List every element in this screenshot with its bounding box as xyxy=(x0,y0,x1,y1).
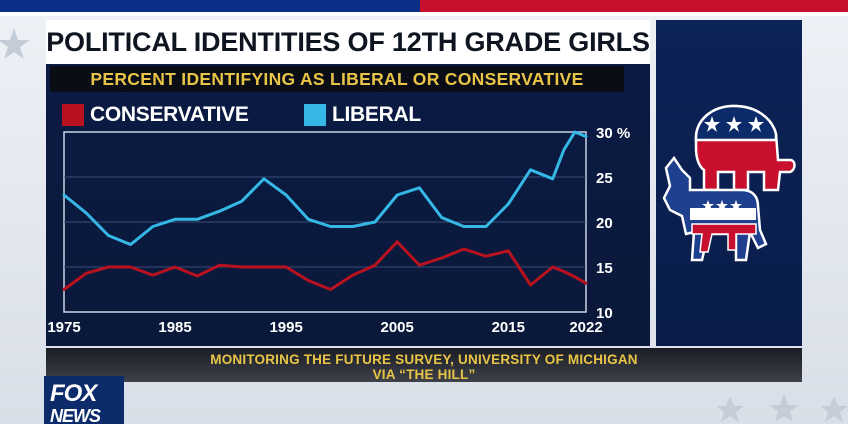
x-tick-label: 2015 xyxy=(492,319,525,336)
y-tick-label: 25 xyxy=(596,170,613,187)
x-tick-label: 2022 xyxy=(569,319,602,336)
chart-subtitle: PERCENT IDENTIFYING AS LIBERAL OR CONSER… xyxy=(90,68,584,89)
legend-label-liberal: LIBERAL xyxy=(332,103,421,126)
legend-label-conservative: CONSERVATIVE xyxy=(90,103,249,126)
source-line-1: MONITORING THE FUTURE SURVEY, UNIVERSITY… xyxy=(210,352,638,367)
series-line-conservative xyxy=(62,240,588,291)
fox-news-logo: FOX NEWS xyxy=(44,376,124,424)
chart-title: POLITICAL IDENTITIES OF 12TH GRADE GIRLS xyxy=(46,26,650,57)
y-tick-label: 30 % xyxy=(596,125,630,142)
legend-swatch-liberal xyxy=(304,104,326,126)
republican-elephant-icon xyxy=(694,104,796,192)
legend-conservative: CONSERVATIVE xyxy=(62,103,249,127)
x-tick-label: 1995 xyxy=(269,319,302,336)
y-tick-label: 10 xyxy=(596,305,613,322)
democratic-donkey-icon xyxy=(662,155,768,262)
chart-panel xyxy=(46,64,650,346)
y-tick-label: 15 xyxy=(596,260,613,277)
y-tick-label: 20 xyxy=(596,215,613,232)
legend-swatch-conservative xyxy=(62,104,84,126)
line-chart: 10 15 20 25 30 % 1975 1985 1995 2005 2015 2022 xyxy=(47,125,630,336)
x-tick-label: 2005 xyxy=(381,319,414,336)
title-box: POLITICAL IDENTITIES OF 12TH GRADE GIRLS xyxy=(46,20,650,64)
fox-logo-text: FOX xyxy=(50,380,97,407)
decorative-star-icons xyxy=(0,28,848,422)
source-bar xyxy=(46,348,802,382)
x-tick-label: 1985 xyxy=(158,319,191,336)
series-line-liberal xyxy=(62,130,588,246)
legend-liberal: LIBERAL xyxy=(304,103,421,127)
news-logo-text: NEWS xyxy=(50,406,101,424)
x-tick-label: 1975 xyxy=(47,319,80,336)
subtitle-box: PERCENT IDENTIFYING AS LIBERAL OR CONSER… xyxy=(50,66,624,92)
source-line-2: VIA “THE HILL” xyxy=(372,367,476,382)
party-logos xyxy=(662,104,796,262)
